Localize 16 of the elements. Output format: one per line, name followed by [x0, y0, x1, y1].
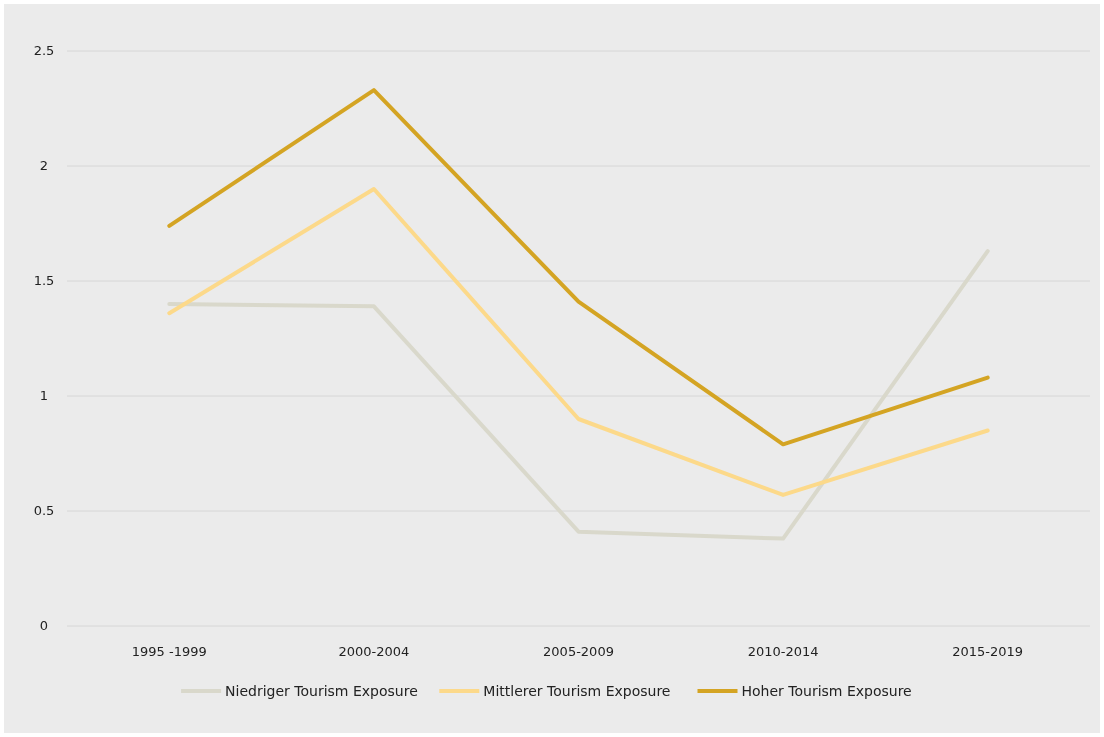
y-tick-label: 2: [39, 158, 49, 173]
x-tick-label: 2005-2009: [543, 644, 614, 659]
legend-label: Mittlerer Tourism Exposure: [483, 683, 671, 699]
x-tick-label: 2010-2014: [747, 644, 819, 659]
legend-label: Hoher Tourism Exposure: [741, 683, 912, 699]
y-tick-label: 1.5: [33, 273, 55, 288]
y-tick-label: 1: [39, 388, 49, 403]
legend-label: Niedriger Tourism Exposure: [225, 683, 418, 699]
line-series: [167, 187, 990, 497]
line-series: [167, 88, 990, 447]
y-tick-label: 2.5: [33, 43, 55, 58]
y-tick-label: 0.5: [33, 503, 55, 518]
x-tick-label: 2015-2019: [952, 644, 1024, 659]
y-tick-label: 0: [39, 618, 49, 633]
x-tick-label: 2000-2004: [338, 644, 410, 659]
x-tick-label: 1995 -1999: [131, 644, 207, 659]
